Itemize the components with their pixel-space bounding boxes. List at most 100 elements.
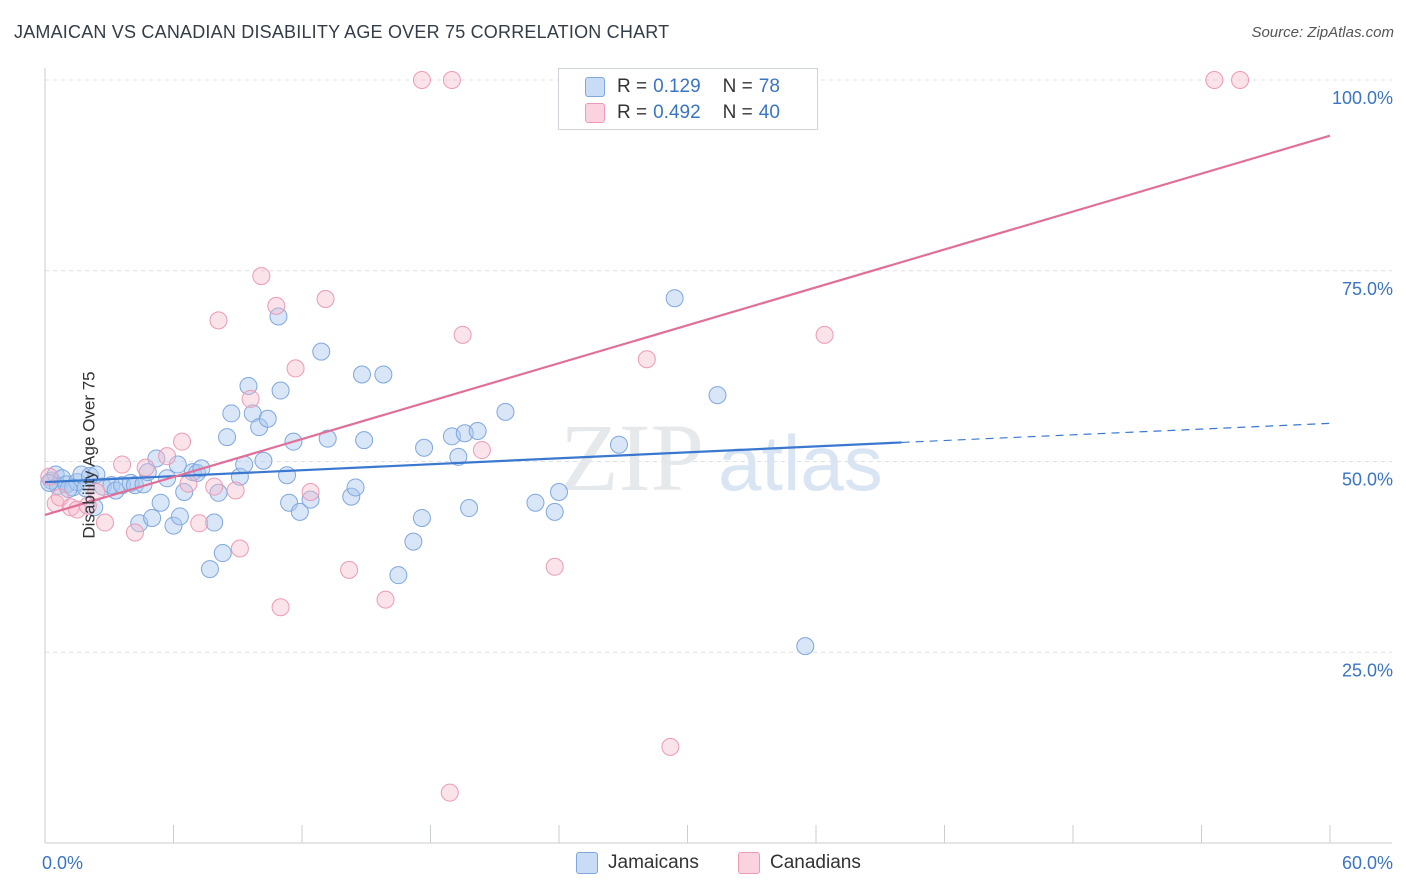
point-jamaicans	[200, 560, 219, 579]
point-canadians	[637, 350, 656, 369]
legend-label-jamaicans: Jamaicans	[608, 852, 699, 873]
legend-item-jamaicans: Jamaicans	[576, 852, 699, 874]
point-canadians	[209, 311, 228, 330]
gridlines	[45, 79, 1392, 653]
point-jamaicans	[222, 404, 241, 423]
y-tick-label: 100.0%	[1332, 88, 1393, 108]
point-jamaicans	[205, 513, 224, 532]
legend-row-jamaicans: R = 0.129 N = 78	[585, 75, 780, 99]
point-canadians	[252, 267, 271, 286]
point-canadians	[442, 71, 461, 89]
point-canadians	[316, 289, 335, 308]
x-tick-label: 60.0%	[1342, 853, 1393, 873]
y-tick-label: 75.0%	[1342, 279, 1393, 299]
point-canadians	[376, 590, 395, 609]
stats-legend: R = 0.129 N = 78 R = 0.492 N = 40	[558, 68, 818, 130]
series-legend: Jamaicans Canadians	[0, 852, 1406, 878]
point-canadians	[815, 325, 834, 344]
point-jamaicans	[460, 499, 479, 518]
legend-n-value: 40	[758, 102, 780, 123]
point-jamaicans	[254, 451, 273, 470]
legend-n-label: N =	[722, 76, 753, 97]
point-canadians	[190, 514, 209, 533]
watermark-atlas: atlas	[718, 419, 883, 507]
legend-r-label: R =	[617, 76, 648, 97]
point-jamaicans	[352, 365, 371, 384]
point-jamaicans	[151, 493, 170, 512]
x-tick-label: 0.0%	[42, 853, 83, 873]
point-canadians	[226, 481, 245, 500]
point-canadians	[173, 432, 192, 451]
legend-r-value: 0.492	[653, 102, 701, 123]
point-jamaicans	[269, 307, 288, 326]
point-canadians	[158, 447, 177, 466]
legend-swatch-jamaicans	[585, 77, 605, 97]
tick-labels: 100.0% 75.0% 50.0% 25.0% 0.0% 60.0%	[42, 88, 1393, 873]
point-jamaicans	[218, 428, 237, 447]
legend-label-canadians: Canadians	[770, 852, 861, 873]
point-canadians	[125, 523, 144, 542]
legend-swatch-jamaicans	[576, 852, 598, 874]
point-jamaicans	[796, 637, 815, 656]
point-canadians	[95, 513, 114, 532]
point-canadians	[205, 477, 224, 496]
point-jamaicans	[342, 487, 361, 506]
watermark: ZIP atlas	[560, 404, 883, 511]
point-canadians	[661, 737, 680, 756]
point-jamaicans	[468, 421, 487, 440]
point-jamaicans	[665, 289, 684, 308]
point-canadians	[301, 483, 320, 502]
point-jamaicans	[290, 502, 309, 521]
legend-swatch-canadians	[585, 103, 605, 123]
point-jamaicans	[143, 508, 162, 527]
axes	[44, 68, 1392, 844]
point-jamaicans	[175, 483, 194, 502]
point-jamaicans	[526, 493, 545, 512]
y-axis-label: Disability Age Over 75	[79, 371, 99, 539]
point-jamaicans	[496, 402, 515, 421]
y-tick-label: 25.0%	[1342, 660, 1393, 680]
point-canadians	[440, 783, 459, 802]
point-jamaicans	[449, 447, 468, 466]
trend-lines	[44, 134, 1331, 516]
point-canadians	[1205, 71, 1224, 89]
point-jamaicans	[312, 342, 331, 361]
legend-n-value: 78	[758, 76, 780, 97]
y-tick-label: 50.0%	[1342, 470, 1393, 490]
point-canadians	[136, 458, 155, 477]
source-label: Source: ZipAtlas.com	[1251, 24, 1394, 41]
point-jamaicans	[213, 544, 232, 563]
point-canadians	[241, 389, 260, 408]
point-jamaicans	[708, 386, 727, 405]
legend-swatch-canadians	[738, 852, 760, 874]
point-canadians	[1231, 71, 1250, 89]
legend-r-label: R =	[617, 102, 648, 123]
point-jamaicans	[278, 466, 297, 485]
point-jamaicans	[170, 507, 189, 526]
legend-r-value: 0.129	[653, 76, 701, 97]
point-canadians	[453, 325, 472, 344]
point-jamaicans	[355, 431, 374, 450]
point-jamaicans	[301, 490, 320, 509]
point-canadians	[545, 557, 564, 576]
point-jamaicans	[609, 435, 628, 454]
point-canadians	[179, 474, 198, 493]
trend-line-jamaicans	[44, 441, 902, 484]
point-jamaicans	[550, 483, 568, 502]
point-jamaicans	[258, 409, 277, 428]
point-jamaicans	[271, 381, 290, 400]
legend-item-canadians: Canadians	[738, 852, 861, 874]
point-jamaicans	[412, 508, 431, 527]
point-canadians	[412, 71, 431, 89]
trend-line-jamaicans-extension	[901, 422, 1331, 444]
point-jamaicans	[374, 365, 393, 384]
legend-row-canadians: R = 0.492 N = 40	[585, 101, 780, 125]
point-canadians	[230, 539, 249, 558]
trend-line-canadians	[44, 134, 1331, 516]
legend-n-label: N =	[722, 102, 753, 123]
point-jamaicans	[415, 438, 434, 457]
point-jamaicans	[164, 516, 183, 535]
point-canadians	[271, 598, 290, 617]
point-jamaicans	[404, 532, 423, 551]
